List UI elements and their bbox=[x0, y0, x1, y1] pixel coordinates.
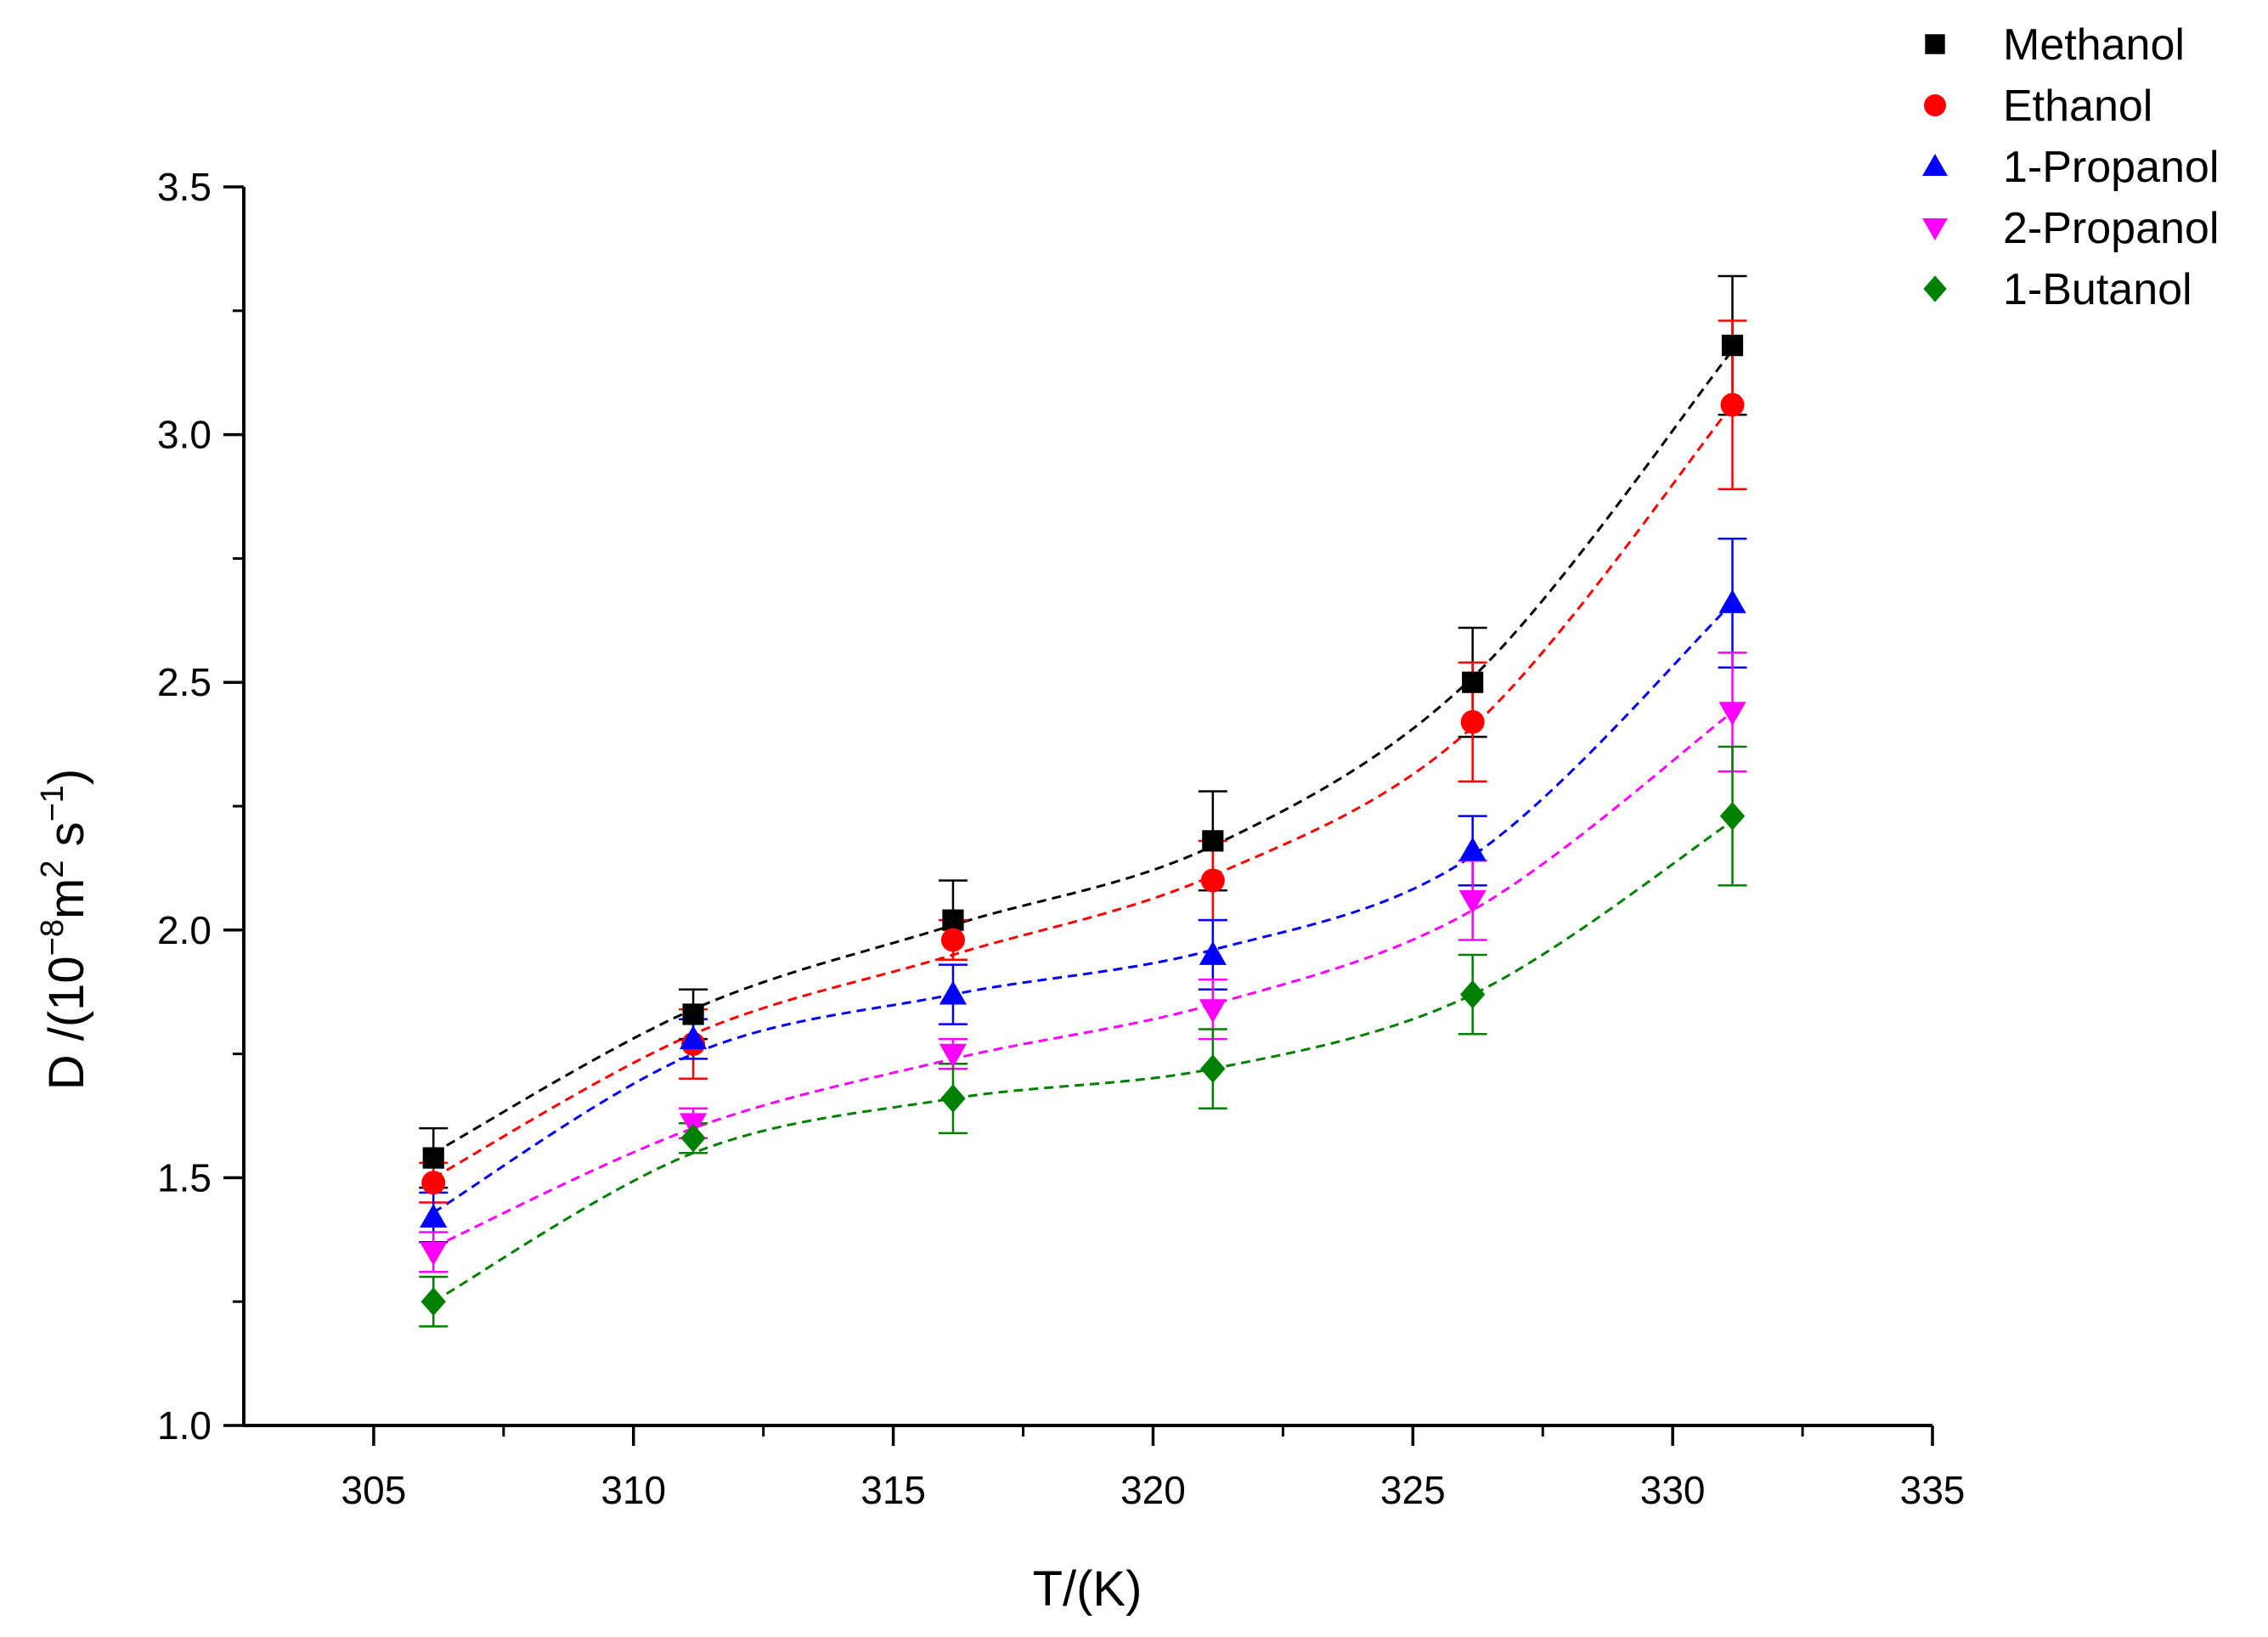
y-tick-label: 2.5 bbox=[157, 660, 212, 704]
x-tick-label: 310 bbox=[601, 1468, 666, 1512]
x-tick-label: 320 bbox=[1120, 1468, 1186, 1512]
legend-marker-1-propanol bbox=[1922, 154, 1948, 177]
x-tick-label: 335 bbox=[1900, 1468, 1966, 1512]
y-axis-title-superscript: −1 bbox=[35, 785, 71, 821]
y-axis-title-part: ) bbox=[39, 769, 94, 785]
point-methanol bbox=[682, 1003, 704, 1025]
point-1-butanol bbox=[940, 1084, 966, 1113]
y-tick-label: 3.0 bbox=[157, 413, 212, 457]
point-2-propanol bbox=[1718, 702, 1746, 726]
point-1-propanol bbox=[420, 1203, 448, 1228]
error-bars bbox=[419, 274, 1747, 1328]
point-1-butanol bbox=[420, 1287, 446, 1316]
legend-label-ethanol: Ethanol bbox=[2003, 82, 2152, 131]
point-1-propanol bbox=[939, 980, 968, 1005]
fit-curves bbox=[432, 349, 1734, 1303]
y-tick-label: 3.5 bbox=[157, 165, 212, 209]
point-ethanol bbox=[1460, 709, 1485, 734]
fit-curve-methanol bbox=[432, 349, 1734, 1154]
y-axis-title-part: m bbox=[39, 878, 94, 919]
point-methanol bbox=[1462, 671, 1484, 693]
point-2-propanol bbox=[1458, 889, 1487, 914]
legend-marker-2-propanol bbox=[1922, 217, 1948, 240]
legend-label-2-propanol: 2-Propanol bbox=[2003, 204, 2219, 253]
point-1-butanol bbox=[1459, 979, 1486, 1009]
fit-curve-2-propanol bbox=[432, 710, 1734, 1249]
legend: Methanol Ethanol 1-Propanol 2-Propanol 1-But… bbox=[1922, 20, 2219, 314]
legend-marker-ethanol bbox=[1924, 94, 1946, 116]
legend-marker-methanol bbox=[1925, 34, 1945, 54]
x-tick-label: 325 bbox=[1380, 1468, 1446, 1512]
y-axis-title-superscript: −8 bbox=[35, 919, 71, 956]
fit-curve-1-butanol bbox=[432, 820, 1734, 1303]
data-markers bbox=[420, 335, 1746, 1316]
fit-curve-ethanol bbox=[432, 404, 1734, 1179]
tick-labels: 305 310 315 320 325 330 335 1.0 1.5 2.0 2.5 3.0 3.5 bbox=[157, 165, 1965, 1512]
point-ethanol bbox=[940, 928, 965, 952]
point-methanol bbox=[1202, 830, 1224, 852]
point-2-propanol bbox=[420, 1241, 448, 1266]
y-axis-title-part: D /(10 bbox=[39, 956, 94, 1090]
y-axis-title-superscript: 2 bbox=[35, 861, 71, 878]
legend-label-1-propanol: 1-Propanol bbox=[2003, 143, 2219, 192]
x-axis-title: T/(K) bbox=[1033, 1561, 1142, 1617]
point-methanol bbox=[1721, 335, 1744, 357]
x-tick-label: 330 bbox=[1640, 1468, 1706, 1512]
fit-curve-1-propanol bbox=[432, 601, 1734, 1214]
point-1-butanol bbox=[1719, 801, 1746, 831]
y-tick-label: 1.5 bbox=[157, 1155, 212, 1200]
point-1-butanol bbox=[1200, 1054, 1226, 1083]
legend-marker-1-butanol bbox=[1923, 275, 1947, 302]
y-axis-title-part: s bbox=[39, 821, 94, 860]
x-tick-label: 305 bbox=[341, 1468, 407, 1512]
point-ethanol bbox=[421, 1171, 446, 1195]
point-methanol bbox=[422, 1147, 444, 1169]
point-1-propanol bbox=[1718, 589, 1746, 613]
point-ethanol bbox=[1200, 868, 1225, 893]
y-tick-label: 1.0 bbox=[157, 1403, 212, 1448]
legend-label-methanol: Methanol bbox=[2003, 20, 2185, 70]
point-methanol bbox=[942, 909, 964, 931]
point-2-propanol bbox=[939, 1043, 968, 1068]
point-1-propanol bbox=[680, 1025, 708, 1050]
point-1-propanol bbox=[1458, 837, 1487, 861]
legend-label-1-butanol: 1-Butanol bbox=[2003, 265, 2192, 314]
y-tick-label: 2.0 bbox=[157, 908, 212, 952]
axes bbox=[223, 185, 1934, 1446]
x-tick-label: 315 bbox=[860, 1468, 926, 1512]
point-1-butanol bbox=[680, 1123, 706, 1153]
point-1-propanol bbox=[1199, 940, 1227, 965]
point-2-propanol bbox=[1199, 999, 1227, 1024]
y-axis-title: D /(10−8m2 s−1) bbox=[35, 769, 94, 1091]
point-ethanol bbox=[1720, 392, 1745, 417]
